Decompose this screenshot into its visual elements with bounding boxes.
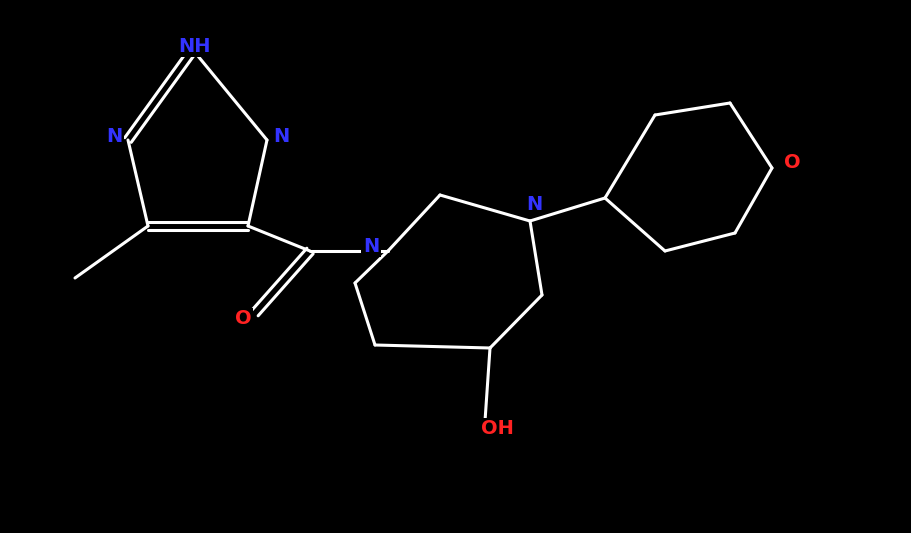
Text: NH: NH — [179, 36, 211, 55]
Text: N: N — [106, 126, 122, 146]
Text: N: N — [273, 126, 289, 146]
Text: OH: OH — [481, 419, 514, 439]
Text: N: N — [363, 237, 379, 255]
Text: O: O — [235, 310, 251, 328]
Text: N: N — [526, 195, 542, 214]
Text: O: O — [783, 152, 800, 172]
